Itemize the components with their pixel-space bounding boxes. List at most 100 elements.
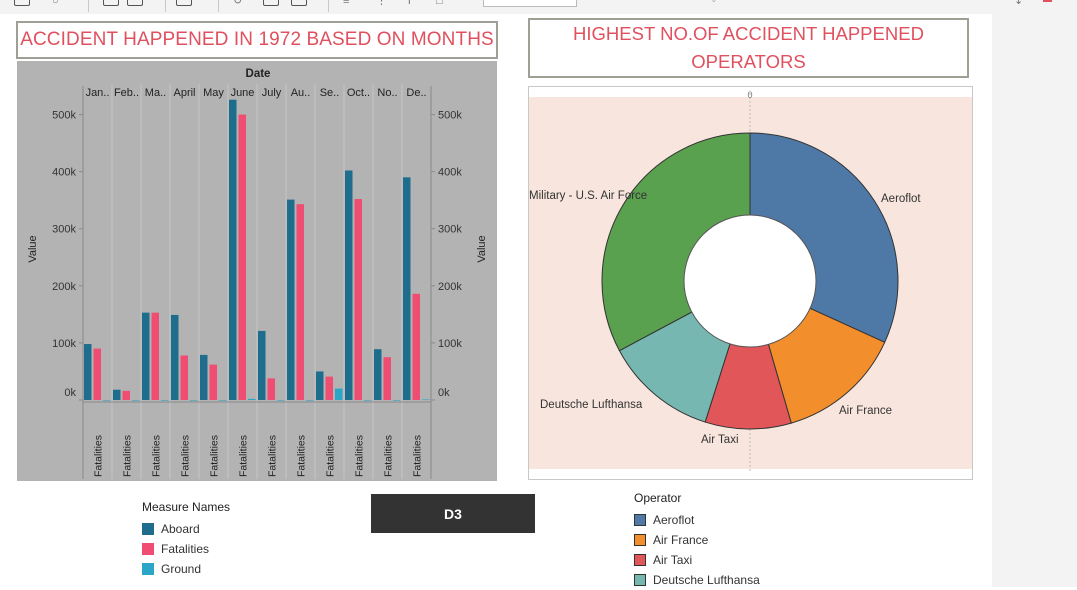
x-tick-label: Fatalities bbox=[325, 435, 337, 477]
legend-label: Aeroflot bbox=[653, 513, 695, 527]
date-header: Date bbox=[246, 68, 271, 80]
bar-aboard[interactable] bbox=[84, 344, 92, 400]
bar-aboard[interactable] bbox=[171, 314, 179, 400]
y-tick-label-left: 100k bbox=[52, 338, 76, 350]
bar-chart-title: ACCIDENT HAPPENED IN 1972 BASED ON MONTH… bbox=[16, 21, 498, 59]
legend-title: Operator bbox=[634, 491, 682, 505]
month-label: No.. bbox=[377, 87, 397, 99]
legend-item-air-taxi[interactable]: Air Taxi bbox=[634, 550, 760, 570]
bar-fatalities[interactable] bbox=[354, 199, 363, 400]
group-icon[interactable]: ⋮ bbox=[376, 0, 387, 7]
legend-item-lufthansa[interactable]: Deutsche Lufthansa bbox=[634, 570, 760, 590]
bar-fatalities[interactable] bbox=[267, 378, 276, 400]
swatch-fatalities bbox=[142, 543, 154, 555]
sort-descending-icon[interactable] bbox=[291, 0, 307, 6]
bar-ground[interactable] bbox=[132, 400, 140, 401]
donut-chart[interactable]: 0 bbox=[529, 87, 972, 479]
legend-item-ground[interactable]: Ground bbox=[142, 559, 230, 579]
share-icon[interactable]: ↧ bbox=[1014, 0, 1024, 7]
bar-ground[interactable] bbox=[393, 400, 401, 401]
swatch-air-france bbox=[634, 534, 646, 546]
redo-icon[interactable] bbox=[14, 0, 30, 6]
legend-item-air-france[interactable]: Air France bbox=[634, 530, 760, 550]
slice-label-lufthansa: Deutsche Lufthansa bbox=[540, 399, 643, 411]
bar-fatalities[interactable] bbox=[93, 348, 102, 400]
x-tick-label: Fatalities bbox=[151, 435, 163, 477]
swap-icon[interactable]: ↻ bbox=[233, 0, 243, 7]
bar-ground[interactable] bbox=[364, 400, 372, 401]
highlight-icon[interactable]: ≡ bbox=[343, 0, 350, 7]
x-tick-label: Fatalities bbox=[93, 435, 105, 477]
new-worksheet-icon[interactable] bbox=[103, 0, 119, 6]
y-tick-label-right: 400k bbox=[438, 167, 462, 179]
bar-fatalities[interactable] bbox=[122, 390, 131, 400]
sort-ascending-icon[interactable] bbox=[263, 0, 279, 6]
bar-fatalities[interactable] bbox=[151, 312, 160, 400]
bar-aboard[interactable] bbox=[258, 330, 266, 400]
bar-ground[interactable] bbox=[103, 400, 111, 401]
operator-legend: Operator Aeroflot Air France Air Taxi De… bbox=[634, 491, 760, 590]
bar-ground[interactable] bbox=[248, 398, 256, 400]
bar-ground[interactable] bbox=[161, 400, 169, 401]
month-label: June bbox=[231, 87, 255, 99]
duplicate-sheet-icon[interactable] bbox=[127, 0, 143, 6]
bar-fatalities[interactable] bbox=[325, 376, 334, 400]
slice-label-air-france: Air France bbox=[839, 405, 893, 417]
bar-aboard[interactable] bbox=[200, 354, 208, 400]
label-icon[interactable]: T bbox=[406, 0, 413, 7]
bar-fatalities[interactable] bbox=[412, 293, 421, 400]
x-tick-label: Fatalities bbox=[180, 435, 192, 477]
bar-chart[interactable]: Date Jan.. Feb.. Ma.. April May June July Au.. S… bbox=[17, 61, 497, 481]
swatch-air-taxi bbox=[634, 554, 646, 566]
bar-fatalities[interactable] bbox=[209, 364, 218, 400]
clear-sheet-icon[interactable] bbox=[176, 0, 192, 6]
bar-aboard[interactable] bbox=[374, 349, 382, 400]
bar-aboard[interactable] bbox=[316, 371, 324, 400]
bar-ground[interactable] bbox=[219, 400, 227, 401]
bar-ground[interactable] bbox=[190, 400, 198, 401]
x-tick-label: Fatalities bbox=[238, 435, 250, 477]
bar-aboard[interactable] bbox=[113, 389, 121, 400]
swatch-aeroflot bbox=[634, 514, 646, 526]
bar-ground[interactable] bbox=[422, 399, 430, 401]
slice-air-taxi[interactable] bbox=[704, 279, 792, 430]
swatch-aboard bbox=[142, 523, 154, 535]
bar-aboard[interactable] bbox=[403, 177, 411, 400]
toolbar-divider bbox=[165, 0, 166, 12]
empty-side-area bbox=[992, 14, 1077, 587]
month-label: Jan.. bbox=[86, 87, 110, 99]
bar-ground[interactable] bbox=[306, 400, 314, 401]
legend-label: Air Taxi bbox=[653, 553, 693, 567]
fit-icon[interactable]: □ bbox=[436, 0, 443, 7]
bar-aboard[interactable] bbox=[287, 199, 295, 400]
y-tick-label-right: 100k bbox=[438, 338, 462, 350]
legend-item-fatalities[interactable]: Fatalities bbox=[142, 539, 230, 559]
toolbar-divider bbox=[88, 0, 89, 12]
presentation-icon[interactable]: ◦ bbox=[712, 0, 716, 7]
bar-fatalities[interactable] bbox=[383, 357, 392, 400]
bar-fatalities[interactable] bbox=[296, 204, 305, 400]
y-tick-label-right: 500k bbox=[438, 110, 462, 122]
bar-fatalities[interactable] bbox=[238, 114, 247, 400]
bar-aboard[interactable] bbox=[142, 312, 150, 400]
d3-button[interactable]: D3 bbox=[371, 494, 535, 533]
slice-label-air-taxi: Air Taxi bbox=[701, 434, 739, 446]
legend-item-aboard[interactable]: Aboard bbox=[142, 519, 230, 539]
pie-chart-panel[interactable]: 0 Aeroflot Air France Air Taxi Deutsche … bbox=[528, 86, 973, 480]
pie-chart-title: HIGHEST NO.OF ACCIDENT HAPPENED OPERATOR… bbox=[528, 18, 969, 78]
x-tick-label: Fatalities bbox=[354, 435, 366, 477]
bar-aboard[interactable] bbox=[345, 170, 353, 400]
fit-dropdown[interactable] bbox=[483, 0, 577, 7]
swatch-ground bbox=[142, 563, 154, 575]
bar-aboard[interactable] bbox=[229, 99, 237, 400]
bar-chart-panel[interactable]: Date Jan.. Feb.. Ma.. April May June July Au.. S… bbox=[17, 61, 497, 481]
bar-ground[interactable] bbox=[335, 388, 343, 400]
x-tick-label: Fatalities bbox=[412, 435, 424, 477]
refresh-icon[interactable]: ○ bbox=[52, 0, 59, 7]
bar-fatalities[interactable] bbox=[180, 355, 189, 400]
y-tick-label-left: 500k bbox=[52, 110, 76, 122]
month-label: Feb.. bbox=[114, 87, 139, 99]
legend-item-aeroflot[interactable]: Aeroflot bbox=[634, 510, 760, 530]
bar-ground[interactable] bbox=[277, 400, 285, 401]
y-axis-label-right: Value bbox=[476, 235, 488, 262]
